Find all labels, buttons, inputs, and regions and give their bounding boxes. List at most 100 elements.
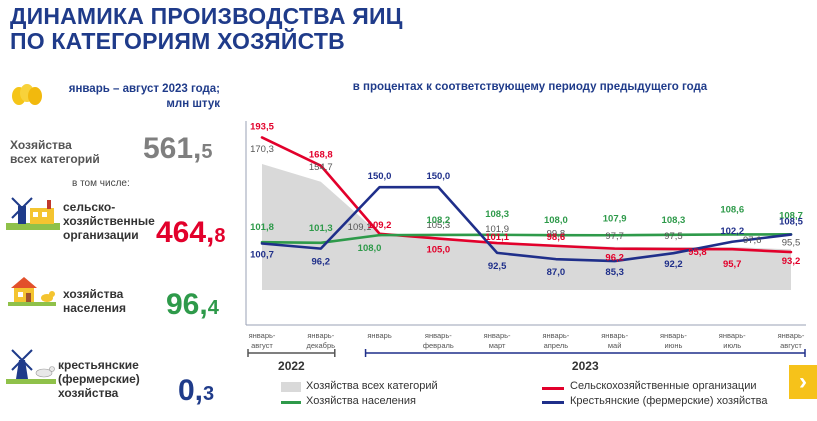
all-categories-label-line-2: всех категорий xyxy=(10,152,100,166)
x-tick-label-0-1: август xyxy=(251,341,273,350)
title-line-1: ДИНАМИКА ПРОИЗВОДСТВА ЯИЦ xyxy=(10,3,403,29)
legend-swatch-all xyxy=(281,382,301,392)
all-categories-value: 561,5 xyxy=(143,132,213,166)
farms-label-line-2: (фермерские) xyxy=(58,372,140,386)
all-categories-value-dec: 5 xyxy=(201,141,213,163)
farms-value: 0,3 xyxy=(178,374,214,408)
data-label-farm-5: 87,0 xyxy=(547,267,566,278)
data-label-farm-3: 150,0 xyxy=(426,171,450,182)
data-label-agri-9: 93,2 xyxy=(782,256,801,267)
x-tick-label-5-0: январь- xyxy=(542,331,569,340)
x-tick-label-1-0: январь- xyxy=(307,331,334,340)
households-label-line-1: хозяйства xyxy=(63,287,124,301)
data-label-agri-1: 168,8 xyxy=(309,150,333,161)
farms-value-dec: 3 xyxy=(203,383,215,405)
farms-label: крестьянские (фермерские) хозяйства xyxy=(58,358,140,400)
farms-label-line-1: крестьянские xyxy=(58,358,139,372)
next-slide-button[interactable]: › xyxy=(789,365,817,399)
year-label-2022: 2022 xyxy=(278,359,305,373)
legend-label-all: Хозяйства всех категорий xyxy=(306,380,438,392)
chevron-right-icon: › xyxy=(799,368,807,395)
x-tick-label-7-1: июнь xyxy=(665,341,683,350)
data-label-farm-7: 92,2 xyxy=(664,259,683,270)
period-label: январь – август 2023 года; млн штук xyxy=(52,82,220,112)
data-label-farm-1: 96,2 xyxy=(312,257,331,268)
data-label-all-1: 154,7 xyxy=(309,162,333,173)
area-all-categories xyxy=(262,163,791,290)
data-label-all-7: 97,5 xyxy=(664,231,683,242)
data-label-all-5: 99,8 xyxy=(547,229,566,240)
x-tick-label-2-0: январь xyxy=(367,331,391,340)
data-label-house-5: 108,0 xyxy=(544,215,568,226)
x-tick-label-8-0: январь- xyxy=(719,331,746,340)
windmill-icon xyxy=(6,349,56,384)
x-tick-label-9-0: январь- xyxy=(778,331,805,340)
data-label-agri-0: 193,5 xyxy=(250,121,274,132)
x-tick-label-4-0: январь- xyxy=(484,331,511,340)
data-label-all-4: 101,9 xyxy=(485,224,509,235)
data-label-agri-5: 98,6 xyxy=(547,232,566,243)
chart-subtitle: в процентах к соответствующему периоду п… xyxy=(352,81,708,93)
including-label: в том числе: xyxy=(72,178,130,189)
data-label-agri-4: 101,1 xyxy=(485,232,509,243)
households-value-int: 96, xyxy=(166,288,208,321)
data-label-farm-8: 102,2 xyxy=(720,226,744,237)
period-line-1: январь – август 2023 года; xyxy=(68,83,220,95)
legend-label-agri: Сельскохозяйственные организации xyxy=(570,380,757,392)
data-label-house-0: 101,8 xyxy=(250,222,274,233)
x-tick-label-4-1: март xyxy=(489,341,506,350)
period-units: млн штук xyxy=(166,98,220,110)
data-label-agri-6: 96,2 xyxy=(605,253,624,264)
households-label-line-2: населения xyxy=(63,301,127,315)
data-label-house-6: 107,9 xyxy=(603,213,627,224)
legend-label-house: Хозяйства населения xyxy=(306,395,416,407)
agri-orgs-label-line-2: хозяйственные xyxy=(63,214,155,228)
data-label-farm-4: 92,5 xyxy=(488,261,507,272)
x-tick-label-5-1: апрель xyxy=(544,341,569,350)
agri-orgs-value-dec: 8 xyxy=(214,225,226,247)
data-label-all-9: 95,5 xyxy=(782,237,801,248)
legend-swatch-house xyxy=(281,401,301,404)
x-tick-label-6-0: январь- xyxy=(601,331,628,340)
x-tick-label-8-1: июль xyxy=(723,341,741,350)
eggs-icon xyxy=(12,84,42,105)
data-label-all-0: 170,3 xyxy=(250,144,274,155)
house-icon xyxy=(8,277,56,306)
data-label-house-8: 108,6 xyxy=(720,204,744,215)
data-label-all-6: 97,7 xyxy=(605,231,624,242)
data-label-agri-2: 109,2 xyxy=(368,220,392,231)
line-agri-orgs xyxy=(260,136,793,254)
households-value-dec: 4 xyxy=(207,297,219,319)
all-categories-label: Хозяйства всех категорий xyxy=(10,138,100,166)
data-label-farm-6: 85,3 xyxy=(605,267,624,278)
legend-swatch-farm xyxy=(542,401,564,404)
legend-label-farm: Крестьянские (фермерские) хозяйства xyxy=(570,395,768,407)
year-label-2023: 2023 xyxy=(572,359,599,373)
x-tick-label-0-0: январь- xyxy=(249,331,276,340)
agri-orgs-label-line-1: сельско- xyxy=(63,200,116,214)
page-title: ДИНАМИКА ПРОИЗВОДСТВА ЯИЦ ПО КАТЕГОРИЯМ … xyxy=(10,4,403,54)
data-label-farm-2: 150,0 xyxy=(368,171,392,182)
data-label-house-4: 108,3 xyxy=(485,209,509,220)
data-label-all-3: 105,3 xyxy=(426,220,450,231)
x-tick-label-1-1: декабрь xyxy=(307,341,336,350)
title-line-2: ПО КАТЕГОРИЯМ ХОЗЯЙСТВ xyxy=(10,28,345,54)
data-label-house-3: 108,2 xyxy=(426,215,450,226)
data-label-agri-7: 95,8 xyxy=(688,247,707,258)
agri-orgs-label: сельско- хозяйственные организации xyxy=(63,200,155,242)
households-label: хозяйства населения xyxy=(63,287,126,315)
farm-factory-icon xyxy=(6,197,60,230)
all-categories-value-int: 561, xyxy=(143,132,202,165)
data-label-agri-3: 105,0 xyxy=(426,245,450,256)
data-label-house-2: 108,0 xyxy=(358,243,382,254)
x-tick-label-3-0: январь- xyxy=(425,331,452,340)
agri-orgs-label-line-3: организации xyxy=(63,228,139,242)
data-label-all-2: 109,1 xyxy=(348,222,372,233)
line-farms xyxy=(260,185,793,263)
data-label-farm-9: 108,5 xyxy=(779,217,803,228)
x-tick-label-7-0: январь- xyxy=(660,331,687,340)
data-label-house-7: 108,3 xyxy=(662,215,686,226)
households-value: 96,4 xyxy=(166,288,219,322)
agri-orgs-value-int: 464, xyxy=(156,216,215,249)
